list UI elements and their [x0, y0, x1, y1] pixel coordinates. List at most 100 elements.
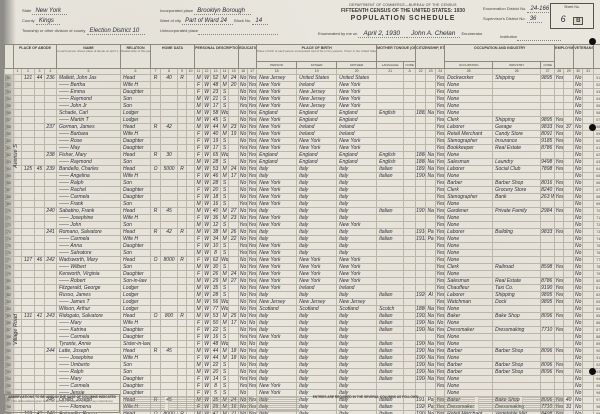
cell-rel: Son	[120, 249, 152, 257]
supervisors-district-field: Supervisor's District No. 36	[483, 16, 543, 23]
cell-eng: Yes	[435, 305, 446, 313]
cell-vet: No	[573, 214, 584, 222]
cell-fam	[43, 200, 58, 208]
cell-sex: M	[194, 291, 204, 299]
cell-pbm: United States	[336, 74, 378, 82]
cell-lineR: 92	[593, 361, 600, 369]
cell-sex: M	[194, 165, 204, 173]
cell-read: Yes	[247, 123, 258, 131]
cell-codeA	[403, 228, 417, 236]
cell-imm: 1908	[415, 368, 427, 376]
cell-age: 35	[210, 284, 222, 292]
cell-dw	[34, 102, 45, 110]
cell-mar: S	[220, 116, 230, 124]
street-name-vertical: Village Road	[13, 313, 19, 345]
cell-rel: Head	[120, 74, 152, 82]
cell-nat	[425, 214, 437, 222]
cell-nat	[425, 88, 437, 96]
cell-eng: Yes	[435, 172, 446, 180]
cell-pb: New York	[256, 95, 298, 103]
cell-age: 48	[210, 81, 222, 89]
cell-race: W	[202, 361, 212, 369]
cell-age: 28	[210, 158, 222, 166]
cell-pbf: England	[296, 116, 338, 124]
cell-val: 5000	[160, 165, 179, 173]
column-group-header: NAME of each person whose place of abode …	[56, 44, 122, 69]
cell-nat: Na	[425, 207, 437, 215]
cell-codeA	[403, 144, 417, 152]
cell-mar: M	[220, 130, 230, 138]
cell-vet: No	[573, 263, 584, 271]
cell-farm	[186, 340, 196, 348]
cell-occ: None	[444, 88, 494, 96]
cell-own: O	[150, 165, 162, 173]
cell-own: O	[150, 256, 162, 264]
cell-pbf: Italy	[296, 382, 338, 390]
cell-uline	[563, 242, 575, 250]
cell-street	[13, 382, 22, 390]
institution-value	[517, 34, 562, 41]
cell-work	[554, 214, 565, 222]
cell-nat	[425, 249, 437, 257]
column-sub-header: OCCUPATION	[444, 61, 494, 69]
cell-fam	[43, 340, 58, 348]
cell-dw	[34, 242, 45, 250]
cell-farm	[186, 200, 196, 208]
cell-pbm: Italy	[336, 361, 378, 369]
cell-radio	[177, 270, 188, 278]
cell-occ: Laborer	[444, 165, 494, 173]
cell-vet: No	[573, 270, 584, 278]
cell-pbm: Italy	[336, 312, 378, 320]
cell-house	[21, 354, 35, 362]
cell-lineR: 68	[593, 193, 600, 201]
cell-radio: R	[177, 312, 188, 320]
cell-sex: F	[194, 382, 204, 390]
cell-rel: Daughter	[120, 333, 152, 341]
cell-pb: Italy	[256, 312, 298, 320]
cell-work: Yes	[554, 361, 565, 369]
cell-occ: None	[444, 151, 494, 159]
cell-dw	[34, 95, 45, 103]
cell-read: Yes	[247, 298, 258, 306]
cell-sch: No	[238, 116, 249, 124]
cell-read: Yes	[247, 81, 258, 89]
cell-sch: No	[238, 298, 249, 306]
table-row: 54 —— Raymond Son M W 21 S No Yes New York New Jer…	[4, 95, 600, 103]
cell-eng: Yes	[435, 256, 446, 264]
cell-uline	[563, 207, 575, 215]
cell-lineL: 58	[4, 123, 14, 131]
cell-ind: Taxi Co.	[492, 284, 542, 292]
cell-val	[160, 326, 179, 334]
cell-work: Yes	[554, 193, 565, 201]
table-row: 58 237 Gorman, James Head R 42 M W 44 M 23 No Yes New…	[4, 123, 600, 131]
cell-tongue: English	[376, 158, 405, 166]
cell-read: Yes	[247, 326, 258, 334]
cell-dw	[34, 179, 45, 187]
cell-agem	[228, 116, 240, 124]
cell-farm	[186, 74, 196, 82]
cell-vet: No	[573, 242, 584, 250]
cell-occ: None	[444, 221, 494, 229]
cell-name: —— Josephine	[56, 214, 122, 222]
cell-nat	[425, 130, 437, 138]
cell-lineR: 99	[593, 410, 600, 414]
cell-fam	[43, 277, 58, 285]
cell-occode: 9895 W	[540, 116, 556, 124]
cell-name: —— Frank	[56, 200, 122, 208]
cell-lineL: 80	[4, 277, 14, 285]
cell-sch: No	[238, 130, 249, 138]
cell-mar: S	[220, 326, 230, 334]
cell-pbm: Italy	[336, 319, 378, 327]
cell-uline	[563, 165, 575, 173]
cell-age: 52	[210, 74, 222, 82]
cell-read: Yes	[247, 158, 258, 166]
cell-tongue	[376, 242, 405, 250]
cell-race: W	[202, 214, 212, 222]
cell-lineL: 59	[4, 130, 14, 138]
table-row: 67 —— Rachel Daughter F W 20 S No Yes New York Ita…	[4, 186, 600, 194]
cell-lineR: 91	[593, 354, 600, 362]
cell-occode	[540, 172, 556, 180]
cell-agem	[228, 151, 240, 159]
abbreviations-box: ABBREVIATIONS TO BE USED IN THE CASE OF …	[4, 394, 120, 413]
cell-occode	[540, 200, 556, 208]
